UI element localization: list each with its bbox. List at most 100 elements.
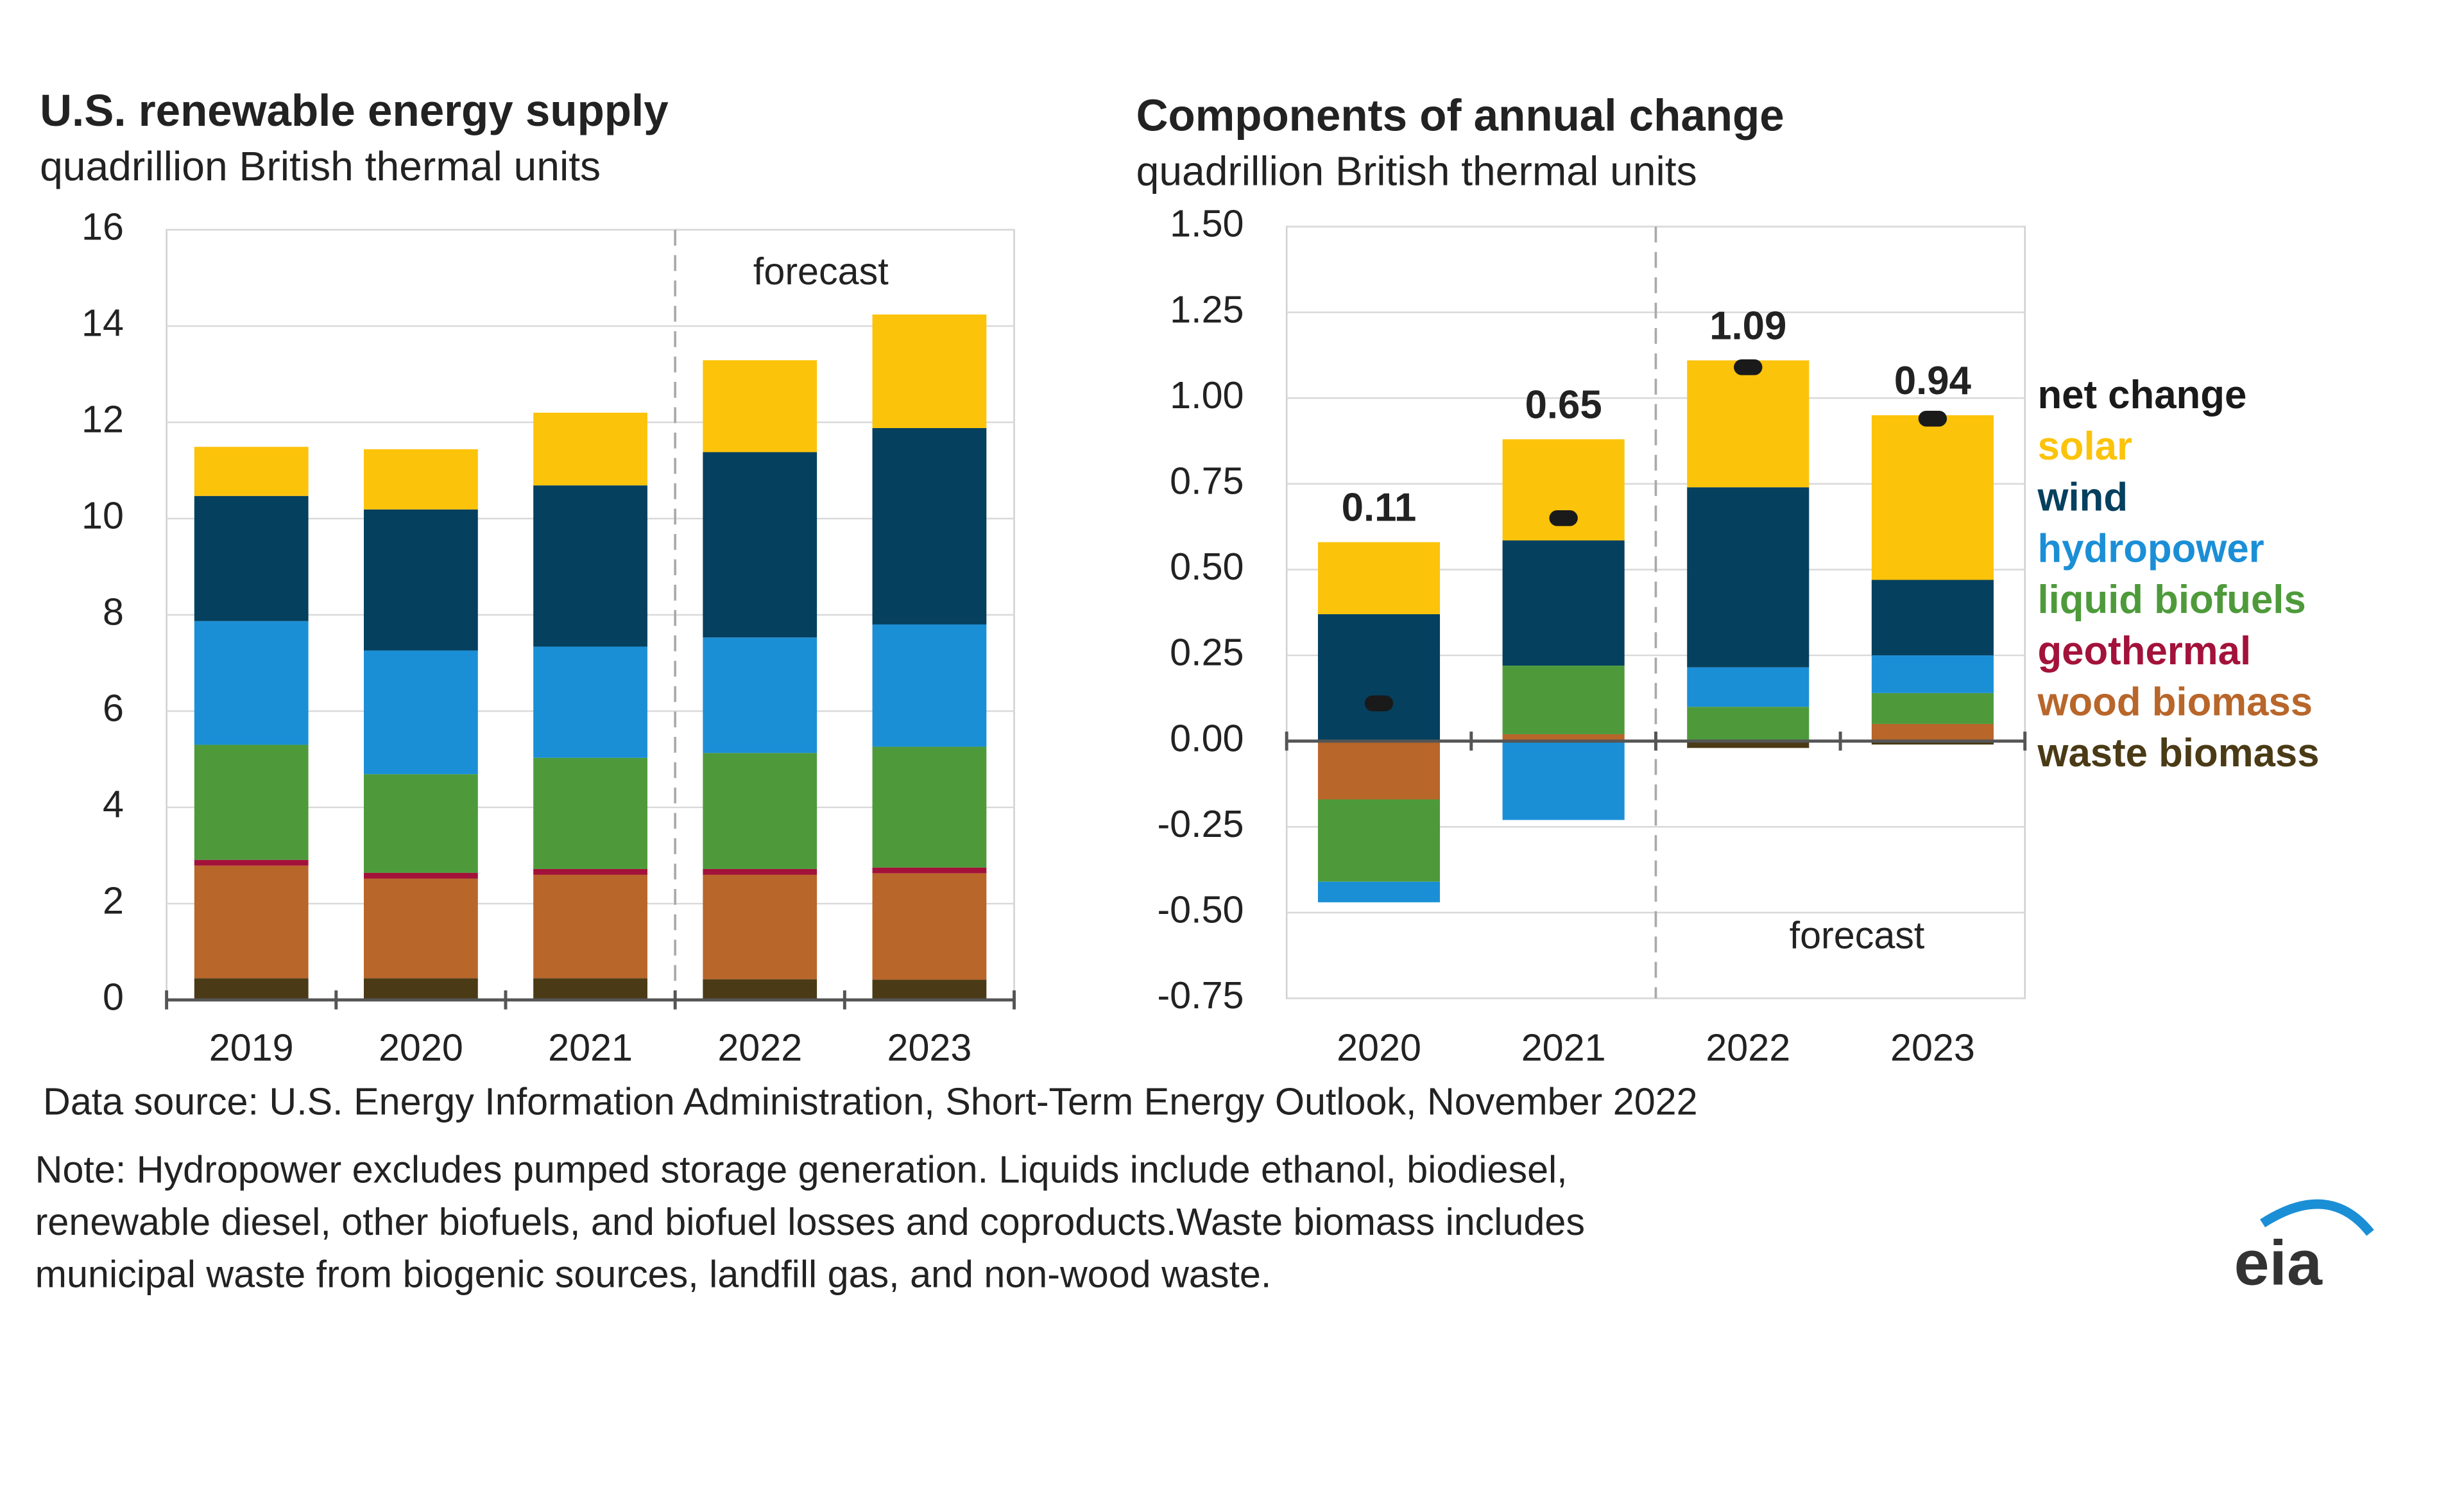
bar-segment bbox=[194, 495, 309, 621]
bar-segment bbox=[703, 360, 817, 452]
y-tick-label: 1.00 bbox=[1170, 374, 1244, 417]
bar-segment bbox=[194, 745, 309, 860]
y-tick-label: 4 bbox=[103, 783, 124, 826]
bar-segment bbox=[1871, 723, 1994, 741]
legend-entry: liquid biofuels bbox=[2037, 578, 2306, 622]
legend-entry: solar bbox=[2037, 424, 2132, 469]
y-tick-label: 0.00 bbox=[1170, 716, 1244, 759]
bar-segment bbox=[703, 753, 817, 869]
bar-segment bbox=[872, 867, 987, 874]
bar-segment bbox=[194, 865, 309, 979]
note-line: renewable diesel, other biofuels, and bi… bbox=[35, 1200, 1585, 1243]
bar-segment bbox=[363, 774, 478, 873]
bar-segment bbox=[533, 485, 647, 647]
bar-segment bbox=[1502, 540, 1625, 666]
y-tick-label: 1.25 bbox=[1170, 288, 1244, 331]
x-tick-label: 2022 bbox=[717, 1026, 802, 1069]
y-tick-label: -0.75 bbox=[1157, 974, 1244, 1017]
y-tick-label: 10 bbox=[81, 494, 124, 537]
bar-segment bbox=[872, 873, 987, 980]
bar-segment bbox=[1687, 360, 1810, 488]
y-tick-label: 8 bbox=[103, 590, 124, 633]
bar-segment bbox=[1317, 614, 1441, 741]
legend-entry: net change bbox=[2037, 373, 2246, 417]
bar-segment bbox=[533, 874, 647, 979]
bar-segment bbox=[363, 650, 478, 775]
x-tick-label: 2023 bbox=[887, 1026, 972, 1069]
bar-segment bbox=[1317, 881, 1441, 902]
x-tick-label: 2020 bbox=[379, 1026, 463, 1069]
legend-entry: waste biomass bbox=[2037, 731, 2319, 775]
bar-segment bbox=[1687, 707, 1810, 741]
bar-segment bbox=[194, 621, 309, 745]
y-tick-label: 0.50 bbox=[1170, 545, 1244, 588]
bar-segment bbox=[1317, 741, 1441, 800]
net-change-marker bbox=[1364, 695, 1394, 712]
bar-segment bbox=[703, 874, 817, 979]
chart-subtitle: quadrillion British thermal units bbox=[40, 143, 601, 189]
bar-segment bbox=[1317, 799, 1441, 882]
bar-segment bbox=[703, 868, 817, 875]
y-tick-label: 1.50 bbox=[1170, 202, 1244, 245]
bar-segment bbox=[533, 412, 647, 486]
annotation: forecast bbox=[1790, 913, 1925, 956]
bar-segment bbox=[194, 447, 309, 496]
x-tick-label: 2023 bbox=[1890, 1026, 1975, 1069]
bar-segment bbox=[703, 637, 817, 754]
x-tick-label: 2020 bbox=[1337, 1026, 1421, 1069]
bar-segment bbox=[363, 878, 478, 979]
note-line: Note: Hydropower excludes pumped storage… bbox=[35, 1148, 1568, 1191]
bar-segment bbox=[363, 872, 478, 879]
y-tick-label: 14 bbox=[81, 302, 124, 345]
bar-segment bbox=[1502, 741, 1625, 820]
bar-segment bbox=[872, 624, 987, 747]
annotation: forecast bbox=[753, 250, 889, 293]
source: Data source: U.S. Energy Information Adm… bbox=[43, 1080, 1698, 1123]
bar-segment bbox=[1317, 542, 1441, 614]
net-change-marker bbox=[1918, 410, 1947, 427]
y-tick-label: 0.75 bbox=[1170, 460, 1244, 503]
logo: eia bbox=[2234, 1227, 2323, 1298]
note-line: municipal waste from biogenic sources, l… bbox=[35, 1253, 1272, 1296]
data-label: 0.65 bbox=[1525, 383, 1602, 427]
bar-segment bbox=[363, 449, 478, 510]
y-tick-label: 0 bbox=[103, 976, 124, 1019]
bar-segment bbox=[703, 452, 817, 638]
legend-entry: wind bbox=[2037, 476, 2128, 520]
bar-segment bbox=[363, 978, 478, 1000]
y-tick-label: 12 bbox=[81, 398, 124, 441]
data-label: 0.94 bbox=[1894, 359, 1971, 403]
bar-segment bbox=[363, 509, 478, 651]
bar-segment bbox=[872, 746, 987, 868]
bar-segment bbox=[1871, 580, 1994, 656]
legend-entry: wood biomass bbox=[2037, 680, 2313, 724]
bar-segment bbox=[533, 978, 647, 1000]
data-label: 1.09 bbox=[1709, 304, 1786, 348]
bar-segment bbox=[533, 757, 647, 869]
y-tick-label: -0.25 bbox=[1157, 802, 1244, 845]
y-tick-label: 2 bbox=[103, 879, 124, 922]
x-tick-label: 2021 bbox=[548, 1026, 633, 1069]
bar-segment bbox=[533, 646, 647, 758]
bar-segment bbox=[1687, 487, 1810, 667]
bar-segment bbox=[1502, 734, 1625, 741]
legend-entry: geothermal bbox=[2037, 629, 2251, 673]
bar-segment bbox=[1871, 741, 1994, 745]
bar-segment bbox=[703, 979, 817, 1000]
legend-entry: hydropower bbox=[2037, 526, 2264, 571]
bar-segment bbox=[1502, 666, 1625, 734]
bar-segment bbox=[1871, 655, 1994, 693]
y-tick-label: 6 bbox=[103, 687, 124, 730]
bar-segment bbox=[872, 427, 987, 624]
bar-segment bbox=[1871, 693, 1994, 724]
chart-subtitle: quadrillion British thermal units bbox=[1136, 148, 1697, 194]
x-tick-label: 2019 bbox=[209, 1026, 294, 1069]
bar-segment bbox=[872, 314, 987, 428]
bar-segment bbox=[872, 979, 987, 1000]
net-change-marker bbox=[1734, 359, 1763, 375]
y-tick-label: 0.25 bbox=[1170, 631, 1244, 674]
y-tick-label: -0.50 bbox=[1157, 888, 1244, 931]
logo-arc bbox=[2260, 1199, 2374, 1236]
bar-segment bbox=[1687, 667, 1810, 707]
